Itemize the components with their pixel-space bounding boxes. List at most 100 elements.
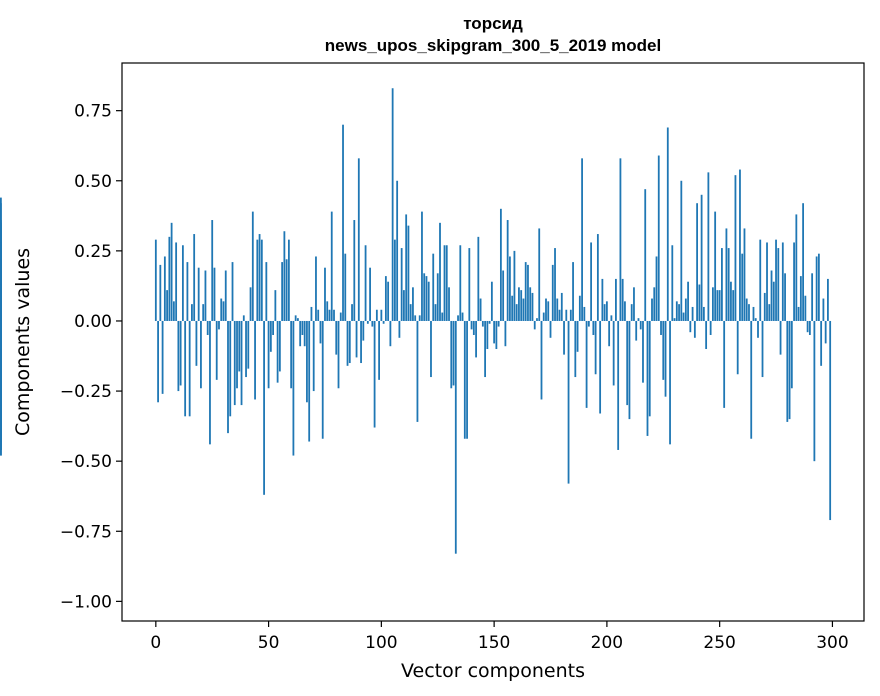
bar bbox=[793, 242, 795, 321]
bar bbox=[238, 320, 241, 372]
bar bbox=[416, 320, 419, 422]
bar bbox=[414, 315, 417, 321]
y-tick-label: 0.50 bbox=[74, 172, 112, 192]
bar bbox=[297, 318, 299, 321]
bar bbox=[739, 169, 741, 321]
bar bbox=[269, 320, 272, 352]
bar bbox=[770, 270, 773, 321]
bar bbox=[596, 234, 599, 321]
bar bbox=[319, 320, 322, 344]
bar bbox=[159, 264, 162, 321]
bar bbox=[430, 320, 432, 378]
bar bbox=[423, 273, 426, 321]
bar bbox=[797, 306, 800, 321]
bar bbox=[330, 211, 333, 321]
bar bbox=[592, 320, 595, 335]
bar bbox=[581, 158, 583, 321]
bar bbox=[218, 320, 220, 330]
bar bbox=[673, 318, 676, 321]
bar bbox=[308, 320, 311, 442]
bar bbox=[163, 256, 166, 321]
bar bbox=[281, 262, 284, 321]
bar bbox=[373, 320, 376, 428]
bar bbox=[610, 315, 613, 321]
bar bbox=[716, 290, 719, 321]
bar bbox=[403, 290, 405, 321]
bar bbox=[355, 320, 358, 358]
bar bbox=[161, 320, 164, 394]
bar bbox=[245, 320, 247, 378]
bar bbox=[443, 245, 446, 321]
bar bbox=[312, 320, 315, 392]
bar bbox=[822, 298, 825, 321]
bar bbox=[727, 248, 730, 321]
bar bbox=[709, 320, 712, 335]
bar bbox=[675, 301, 678, 321]
bar bbox=[170, 222, 173, 321]
plot-frame bbox=[121, 62, 865, 622]
bar bbox=[761, 320, 764, 378]
bar bbox=[567, 320, 570, 484]
bar bbox=[608, 320, 611, 347]
bar bbox=[730, 281, 732, 321]
bar bbox=[615, 278, 617, 321]
bar bbox=[278, 320, 281, 372]
bar bbox=[292, 320, 295, 456]
y-tick-label: −1.00 bbox=[60, 592, 112, 612]
bar bbox=[612, 320, 615, 386]
y-tick-label: −0.75 bbox=[60, 522, 112, 542]
bar bbox=[689, 320, 692, 333]
bar bbox=[387, 281, 390, 321]
bar bbox=[524, 262, 527, 321]
bar bbox=[558, 309, 561, 321]
bar bbox=[820, 320, 823, 366]
bar bbox=[274, 290, 277, 321]
bar bbox=[229, 320, 232, 417]
bar bbox=[795, 214, 798, 321]
bar bbox=[784, 273, 786, 321]
bar bbox=[547, 301, 550, 321]
bar bbox=[569, 309, 572, 321]
bar bbox=[806, 320, 809, 333]
bar bbox=[829, 320, 832, 521]
bar bbox=[651, 298, 653, 321]
bar bbox=[536, 318, 538, 321]
bar bbox=[202, 304, 205, 321]
bar bbox=[511, 295, 514, 321]
bar bbox=[804, 295, 807, 321]
bar bbox=[711, 287, 714, 321]
bar bbox=[360, 320, 362, 364]
bar bbox=[197, 267, 200, 321]
bar bbox=[493, 320, 496, 344]
bar bbox=[655, 256, 658, 321]
bar bbox=[714, 211, 717, 321]
bar bbox=[457, 315, 459, 321]
bar bbox=[409, 304, 412, 321]
bar bbox=[757, 320, 759, 338]
bar bbox=[285, 259, 288, 321]
bar bbox=[375, 309, 378, 321]
bar bbox=[736, 320, 739, 375]
bar bbox=[249, 287, 252, 321]
bar bbox=[583, 306, 586, 321]
bar bbox=[646, 320, 649, 436]
bar bbox=[563, 320, 565, 355]
bar bbox=[617, 320, 620, 450]
x-tick-label: 50 bbox=[258, 633, 280, 653]
bar bbox=[400, 248, 403, 321]
bar bbox=[587, 320, 590, 327]
bar bbox=[788, 320, 791, 420]
bar bbox=[317, 309, 320, 321]
bar bbox=[509, 256, 511, 321]
bar bbox=[696, 203, 698, 321]
bar bbox=[734, 175, 737, 321]
bar bbox=[621, 278, 624, 321]
bar bbox=[466, 320, 468, 439]
bar bbox=[721, 248, 723, 321]
bar bbox=[644, 189, 647, 321]
bar bbox=[779, 320, 782, 355]
bar bbox=[425, 276, 428, 321]
bar bbox=[267, 320, 270, 389]
bar bbox=[333, 309, 335, 321]
